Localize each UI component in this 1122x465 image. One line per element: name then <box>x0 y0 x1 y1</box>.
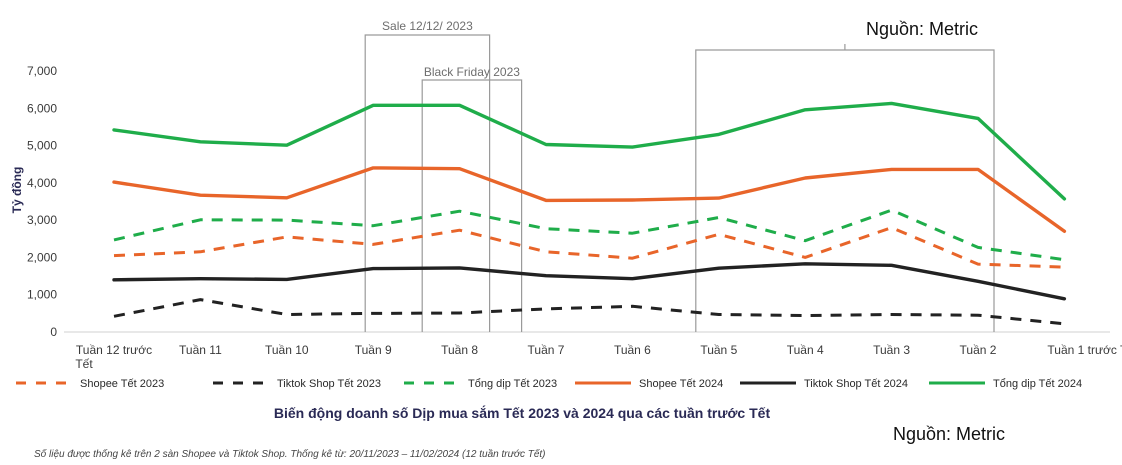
series-line-shopee-t-t-2024 <box>112 166 1067 234</box>
y-tick-label: 3,000 <box>27 213 57 227</box>
series-line-t-ng-d-p-t-t-2024 <box>112 101 1067 201</box>
y-tick-label: 4,000 <box>27 176 57 190</box>
y-tick-label: 0 <box>50 325 57 339</box>
legend-label: Tổng dịp Tết 2024 <box>993 378 1082 390</box>
x-tick-label: Tuần 2 <box>960 343 997 357</box>
y-tick-label: 2,000 <box>27 250 57 264</box>
x-tick-label: Tuần 7 <box>528 343 565 357</box>
x-tick-label: Tuần 4 <box>787 343 824 357</box>
x-tick-label: Tuần 5 <box>700 343 737 357</box>
chart-title: Biến động doanh số Dịp mua sắm Tết 2023 … <box>274 404 771 421</box>
y-tick-layer: 0 1,000 2,000 3,000 4,000 5,000 6,000 7,000 <box>27 64 57 339</box>
tet-period-bracket <box>695 49 995 332</box>
x-tick-label: Tuần 8 <box>441 343 478 357</box>
y-tick-label: 1,000 <box>27 288 57 302</box>
source-label-top: Nguồn: Metric <box>866 19 978 39</box>
x-tick-layer: Tuần 12 trước Tết Tuần 11 Tuần 10 Tuần 9 Tuần… <box>75 343 1122 371</box>
black-friday-label: Black Friday 2023 <box>424 65 520 79</box>
x-tick-label: Tuần 3 <box>873 343 910 357</box>
y-axis-label: Tỷ đồng <box>10 167 24 214</box>
legend-label: Tiktok Shop Tết 2023 <box>277 378 381 390</box>
series-line-tiktok-shop-t-t-2023 <box>113 298 1065 326</box>
y-tick-label: 6,000 <box>27 101 57 115</box>
x-tick-label: Tuần 1 trước Tết <box>1047 343 1122 357</box>
sale-12-12-label: Sale 12/12/ 2023 <box>382 19 473 33</box>
black-friday-bracket <box>421 79 523 332</box>
x-tick-label: Tuần 11 <box>179 343 222 357</box>
legend-label: Tiktok Shop Tết 2024 <box>804 378 908 390</box>
series-line-tiktok-shop-t-t-2024 <box>112 262 1067 301</box>
sale-12-12-bracket <box>364 34 491 332</box>
footnote: Số liệu được thống kê trên 2 sàn Shopee … <box>34 448 546 460</box>
series-layer <box>112 101 1067 326</box>
series-line-t-ng-d-p-t-t-2023 <box>113 208 1065 262</box>
legend-label: Shopee Tết 2023 <box>80 378 164 390</box>
legend: Shopee Tết 2023 Tiktok Shop Tết 2023 Tổng … <box>16 378 1082 390</box>
y-tick-label: 7,000 <box>27 64 57 78</box>
x-tick-label: Tuần 10 <box>265 343 309 357</box>
annotation-layer: Sale 12/12/ 2023 Black Friday 2023 <box>364 19 995 332</box>
source-label-bottom: Nguồn: Metric <box>893 424 1005 444</box>
y-tick-label: 5,000 <box>27 139 57 153</box>
legend-label: Shopee Tết 2024 <box>639 378 723 390</box>
x-tick-label: Tuần 9 <box>355 343 392 357</box>
legend-label: Tổng dịp Tết 2023 <box>468 378 557 390</box>
series-line-shopee-t-t-2023 <box>113 226 1065 269</box>
x-tick-label: Tuần 12 trước Tết <box>75 343 152 371</box>
x-tick-label: Tuần 6 <box>614 343 651 357</box>
